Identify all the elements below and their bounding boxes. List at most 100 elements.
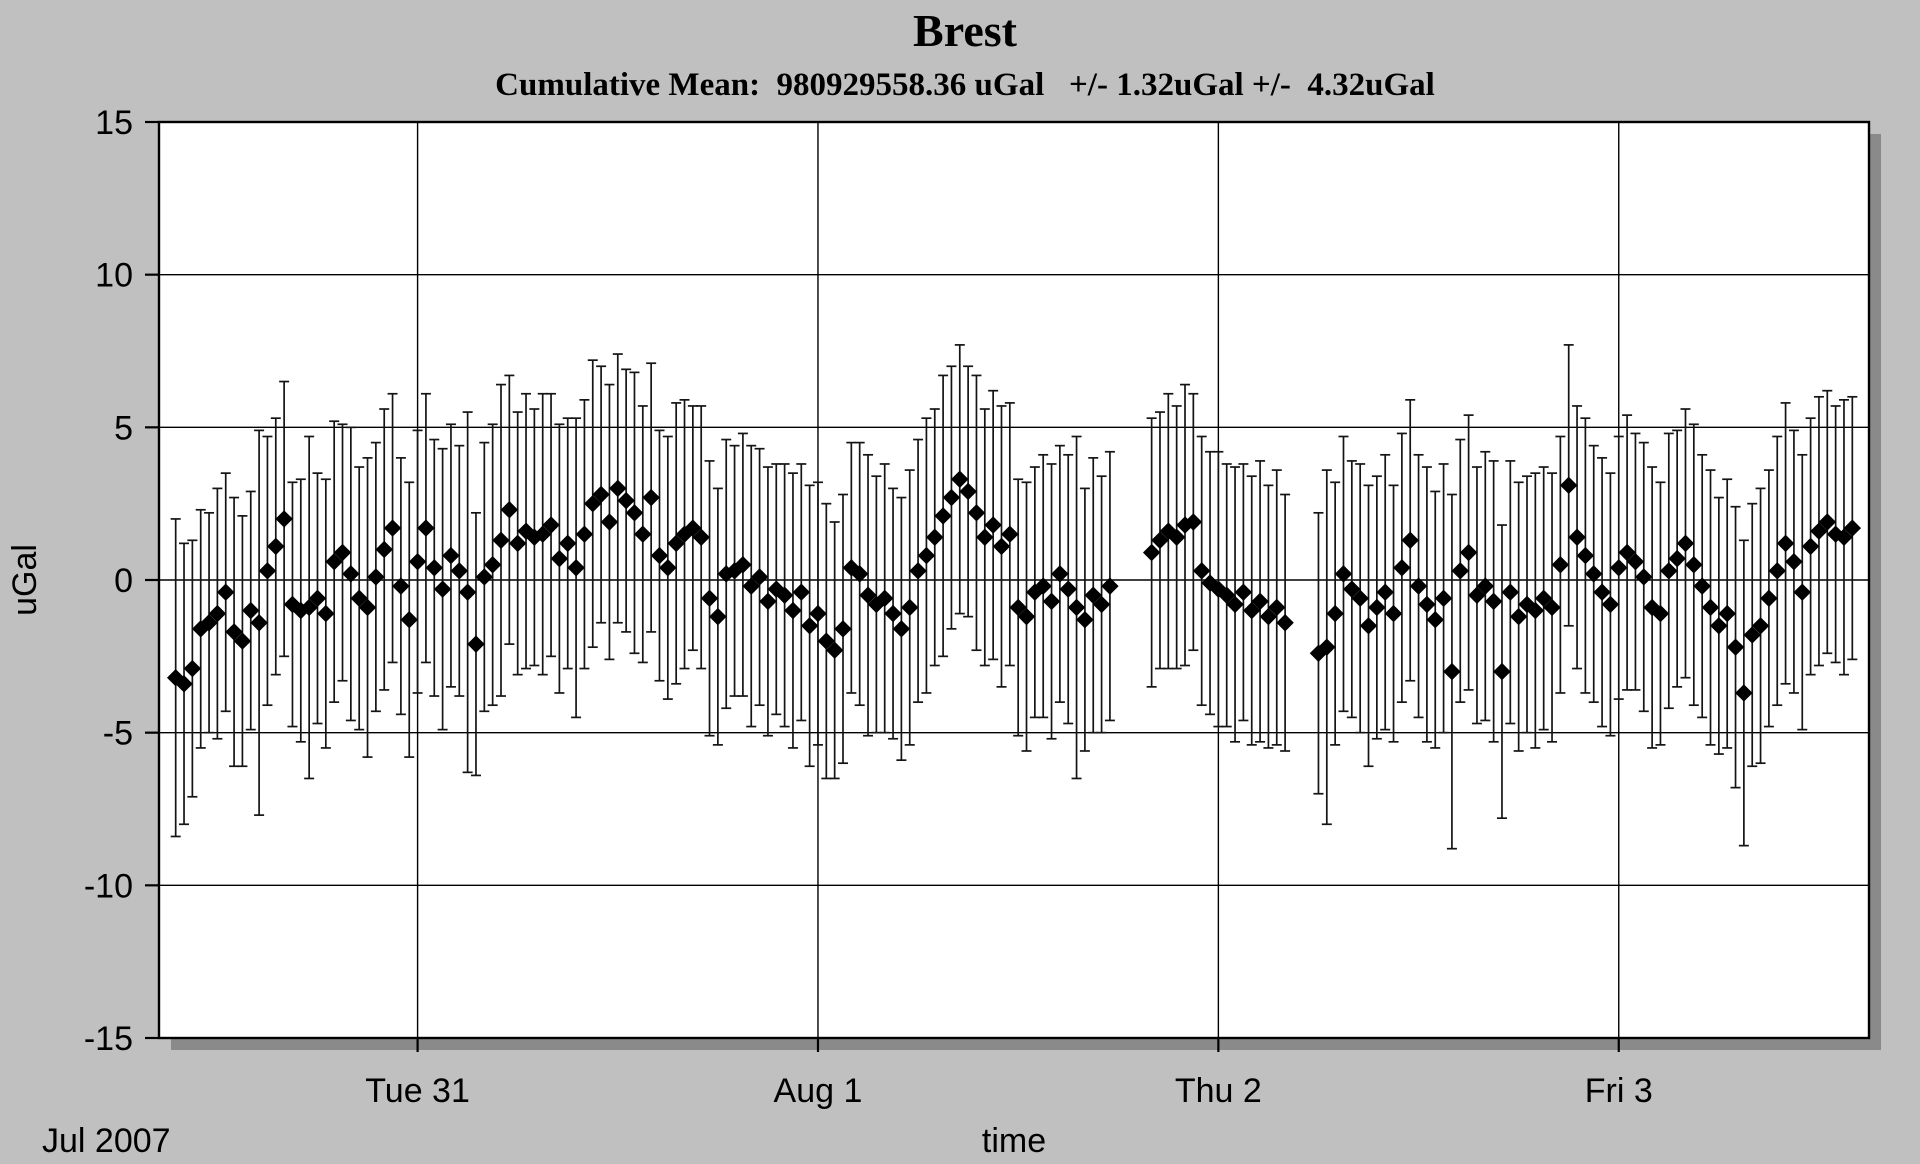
data-point [550, 549, 569, 568]
data-point [333, 543, 352, 562]
x-tick-label: Fri 3 [1585, 1072, 1653, 1110]
data-point [584, 494, 602, 513]
data-point [225, 623, 243, 641]
data-point [1701, 598, 1720, 617]
data-point [784, 601, 802, 620]
data-point [709, 607, 727, 626]
data-point [909, 562, 927, 580]
data-point [433, 580, 452, 598]
data-point [1685, 556, 1703, 574]
data-point [1034, 577, 1052, 595]
data-point [625, 504, 644, 522]
data-point [659, 559, 677, 577]
data-point [1518, 595, 1536, 614]
data-point [467, 635, 485, 653]
data-point [317, 604, 335, 623]
data-point [1142, 543, 1161, 562]
data-point [1226, 595, 1244, 614]
data-point [1818, 513, 1836, 531]
data-point [1651, 604, 1670, 623]
x-tick-label: Tue 31 [365, 1072, 470, 1110]
data-point [1551, 556, 1570, 574]
data-point [1760, 589, 1778, 608]
data-point [250, 614, 268, 632]
data-point [1276, 614, 1294, 632]
data-point [1459, 543, 1478, 562]
data-point [892, 620, 911, 638]
data-point [1501, 583, 1520, 601]
data-point [1351, 589, 1369, 608]
data-point [1234, 583, 1253, 601]
data-point [1626, 552, 1645, 571]
data-point [1209, 580, 1228, 598]
y-tick-label: 15 [95, 104, 133, 142]
data-point [492, 531, 510, 550]
data-point [358, 598, 377, 617]
data-point [1560, 476, 1578, 495]
data-point [875, 589, 894, 608]
data-point [275, 510, 293, 528]
data-point [1493, 662, 1511, 681]
y-tick-label: 5 [114, 409, 133, 447]
data-point [1384, 604, 1403, 623]
data-point [1443, 662, 1461, 681]
data-point [642, 488, 660, 507]
data-point [200, 614, 218, 632]
data-point [1268, 598, 1286, 617]
data-point [1593, 583, 1611, 601]
data-point [1067, 598, 1086, 617]
data-point [267, 537, 285, 556]
data-point [1618, 543, 1636, 562]
data-point [1576, 546, 1595, 565]
data-point [367, 568, 385, 586]
data-point [533, 525, 552, 543]
data-point [350, 589, 368, 608]
data-point [1084, 586, 1102, 604]
data-point [959, 482, 977, 501]
data-point [1710, 617, 1728, 635]
data-point [1793, 583, 1811, 601]
chart-title: Brest [913, 5, 1018, 56]
data-point [809, 604, 827, 623]
y-tick-label: 10 [95, 257, 133, 295]
data-point [817, 632, 836, 650]
data-point [1401, 531, 1419, 550]
x-axis-label: time [982, 1122, 1046, 1160]
data-point [1009, 598, 1027, 617]
plot-layer: 15 10 5 0 -5 -10 -15 Tue 31 Aug 1 Thu 2 Fri 3 [84, 104, 1881, 1110]
data-point [1359, 617, 1378, 635]
data-point [926, 528, 944, 546]
data-point [183, 659, 202, 678]
data-point [1568, 528, 1586, 546]
data-point [1635, 568, 1653, 586]
data-point [1101, 577, 1119, 595]
data-point [1835, 528, 1853, 546]
data-point [1601, 595, 1620, 614]
data-point [1426, 610, 1444, 629]
data-point [1468, 586, 1486, 604]
data-point [542, 516, 560, 534]
data-point [559, 534, 577, 553]
data-point [1610, 559, 1628, 577]
y-tick-label: -5 [103, 715, 133, 753]
data-point [1393, 559, 1411, 577]
data-point [967, 504, 986, 522]
data-point [1843, 519, 1862, 537]
data-point [1151, 531, 1169, 550]
data-point [242, 601, 260, 620]
data-point [1451, 562, 1469, 580]
data-point [1259, 607, 1278, 626]
data-point [508, 534, 527, 553]
data-point [1534, 589, 1553, 608]
data-point [1409, 577, 1428, 595]
data-point [175, 675, 193, 693]
x-tick-label: Thu 2 [1175, 1072, 1262, 1110]
data-point [1051, 565, 1069, 583]
y-tick-label: -15 [84, 1020, 133, 1058]
data-point [1376, 583, 1394, 601]
data-point [1526, 601, 1545, 620]
y-tick-label: 0 [114, 562, 133, 600]
data-point [1484, 592, 1503, 611]
data-point [1092, 595, 1111, 614]
